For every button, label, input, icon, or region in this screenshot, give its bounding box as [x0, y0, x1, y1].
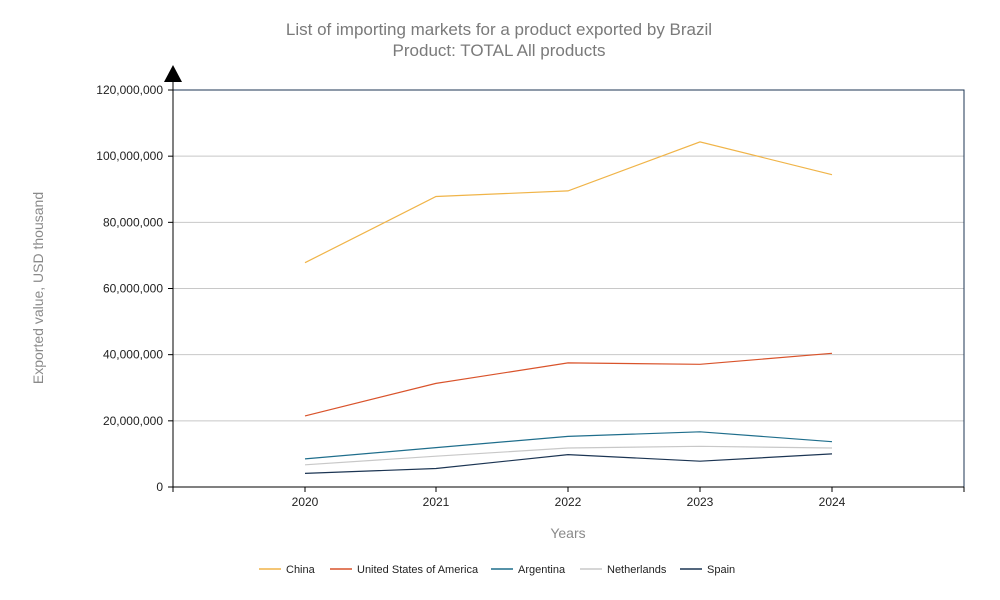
- y-tick-label: 40,000,000: [103, 348, 163, 362]
- x-axis-ticks: 2020 2021 2022 2023 2024: [172, 487, 965, 509]
- y-tick-label: 80,000,000: [103, 215, 163, 229]
- x-tick-label: 2024: [819, 495, 846, 509]
- y-tick-label: 120,000,000: [96, 83, 163, 97]
- gridlines: [173, 155, 964, 422]
- x-tick-label: 2020: [292, 495, 319, 509]
- series-line-spain: [304, 453, 833, 474]
- legend-label-netherlands: Netherlands: [607, 564, 667, 576]
- legend-label-spain: Spain: [707, 564, 735, 576]
- legend-label-argentina: Argentina: [518, 564, 566, 576]
- chart-title: List of importing markets for a product …: [286, 20, 712, 39]
- x-tick-label: 2023: [687, 495, 714, 509]
- y-tick-label: 100,000,000: [96, 149, 163, 163]
- series-line-united-states-of-america: [304, 352, 833, 417]
- y-axis-ticks: 0 20,000,000 40,000,000 60,000,000 80,000,00…: [96, 83, 173, 494]
- series-line-argentina: [304, 431, 833, 460]
- series-line-netherlands: [304, 445, 833, 466]
- x-axis-title: Years: [550, 525, 585, 541]
- series-lines: [304, 141, 833, 474]
- legend-label-china: China: [286, 564, 316, 576]
- x-tick-label: 2021: [423, 495, 450, 509]
- y-axis-title: Exported value, USD thousand: [30, 192, 46, 384]
- y-tick-label: 20,000,000: [103, 414, 163, 428]
- y-axis-arrow-icon: [164, 65, 182, 82]
- x-tick-label: 2022: [555, 495, 582, 509]
- legend: China United States of America Argentina Ne…: [259, 564, 735, 576]
- series-line-china: [304, 141, 833, 264]
- legend-label-united-states-of-america: United States of America: [357, 564, 479, 576]
- y-tick-label: 0: [156, 480, 163, 494]
- chart-subtitle: Product: TOTAL All products: [393, 41, 606, 60]
- y-tick-label: 60,000,000: [103, 282, 163, 296]
